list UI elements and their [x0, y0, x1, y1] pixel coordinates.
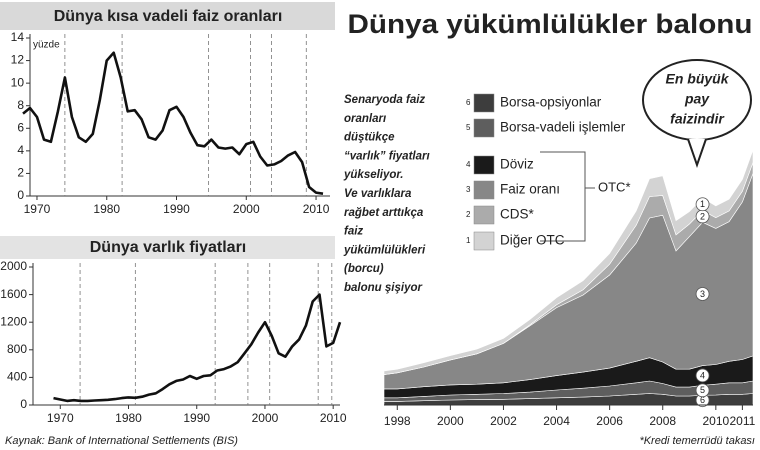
layer-marker-label: 3	[700, 289, 705, 299]
annotation-line: (borcu)	[344, 263, 384, 275]
annotation-line: faiz	[344, 226, 363, 238]
x-tick-label: 1998	[384, 414, 411, 428]
layer-marker-label: 1	[700, 199, 705, 209]
x-tick-label: 2008	[649, 414, 676, 428]
callout-line: pay	[684, 91, 710, 107]
x-tick-label: 2000	[233, 202, 260, 216]
layer-marker-label: 6	[700, 395, 705, 405]
layer-marker-label: 4	[700, 370, 705, 380]
legend-swatch	[473, 180, 495, 200]
y-tick-label: 8	[17, 98, 24, 112]
area-layer	[383, 149, 754, 375]
chart-title: Dünya varlık fiyatları	[90, 239, 247, 256]
layer-marker	[695, 383, 710, 398]
layer-marker	[695, 197, 710, 212]
y-tick-label: 1600	[0, 287, 27, 301]
y-tick-label: 14	[11, 30, 25, 44]
annotation-line: yükseliyor.	[343, 169, 403, 181]
legend-label: Borsa-vadeli işlemler	[500, 120, 626, 135]
legend-key: 4	[466, 160, 471, 169]
source: Kaynak: Bank of International Settlement…	[5, 435, 238, 447]
legend-key: 5	[466, 123, 471, 132]
x-tick-label: 2004	[543, 414, 570, 428]
x-tick-label: 2002	[490, 414, 517, 428]
annotation-line: oranları	[344, 113, 386, 125]
x-tick-label: 1980	[115, 411, 142, 425]
x-tick-label: 1980	[93, 202, 120, 216]
y-tick-label: 2	[17, 166, 24, 180]
annotation-line: rağbet arttıkça	[344, 207, 424, 219]
y-tick-label: 10	[11, 75, 25, 89]
x-tick-label: 2011	[729, 414, 755, 428]
x-tick-label: 1990	[183, 411, 210, 425]
annotation-line: Senaryoda faiz	[344, 94, 425, 106]
x-tick-label: 2006	[596, 414, 623, 428]
legend-key: 6	[466, 98, 471, 107]
data-line	[53, 293, 342, 403]
y-tick-label: 400	[7, 370, 27, 384]
annotation-line: “varlık” fiyatları	[344, 150, 430, 162]
otc-bracket	[540, 151, 595, 242]
legend-swatch	[473, 118, 495, 138]
x-tick-label: 2010	[303, 202, 330, 216]
x-tick-label: 2000	[252, 411, 279, 425]
annotation-line: Ve varlıklara	[344, 188, 412, 200]
y-tick-label: 1200	[0, 314, 27, 328]
y-axis-label: yüzde	[33, 40, 60, 51]
legend-swatch	[473, 155, 495, 175]
y-tick-label: 6	[17, 120, 24, 134]
layer-marker	[695, 368, 710, 383]
legend-key: 3	[466, 185, 471, 194]
y-tick-label: 2000	[0, 259, 27, 273]
data-line	[22, 51, 324, 195]
footnote: *Kredi temerrüdü takası	[639, 435, 755, 447]
legend-key: 2	[466, 210, 471, 219]
y-tick-label: 4	[17, 143, 24, 157]
annotation-line: balonu şişiyor	[344, 282, 422, 294]
legend-label: Faiz oranı	[500, 182, 560, 197]
legend-swatch	[473, 231, 495, 251]
legend-swatch	[473, 205, 495, 225]
group-label: OTC*	[598, 179, 631, 194]
chart-title: Dünya kısa vadeli faiz oranları	[54, 8, 283, 25]
layer-marker-label: 5	[700, 385, 705, 395]
callout-line: faizindir	[670, 111, 725, 127]
annotation-line: düştükçe	[344, 132, 395, 144]
x-tick-label: 1970	[47, 411, 74, 425]
legend-swatch	[473, 93, 495, 113]
y-tick-label: 0	[20, 397, 27, 411]
legend-key: 1	[466, 236, 471, 245]
callout-pointer	[687, 138, 707, 169]
callout-line: En büyük	[665, 71, 729, 87]
legend-label: CDS*	[500, 207, 535, 222]
annotation-line: yükümlülükleri	[343, 244, 426, 256]
x-tick-label: 2010	[702, 414, 729, 428]
x-tick-label: 2010	[320, 411, 347, 425]
title-band	[0, 236, 335, 259]
x-tick-label: 1990	[163, 202, 190, 216]
y-tick-label: 12	[11, 53, 25, 67]
x-tick-label: 2000	[437, 414, 464, 428]
legend-label: Döviz	[500, 157, 534, 172]
y-tick-label: 800	[7, 342, 27, 356]
x-tick-label: 1970	[24, 202, 51, 216]
layer-marker	[695, 287, 710, 301]
y-tick-label: 0	[17, 188, 24, 202]
layer-marker-label: 2	[700, 211, 705, 221]
title-band	[0, 2, 335, 30]
legend-label: Diğer OTC	[500, 233, 565, 248]
chart-title: Dünya yükümlülükler balonu	[348, 9, 753, 39]
legend-label: Borsa-opsiyonlar	[500, 95, 602, 110]
